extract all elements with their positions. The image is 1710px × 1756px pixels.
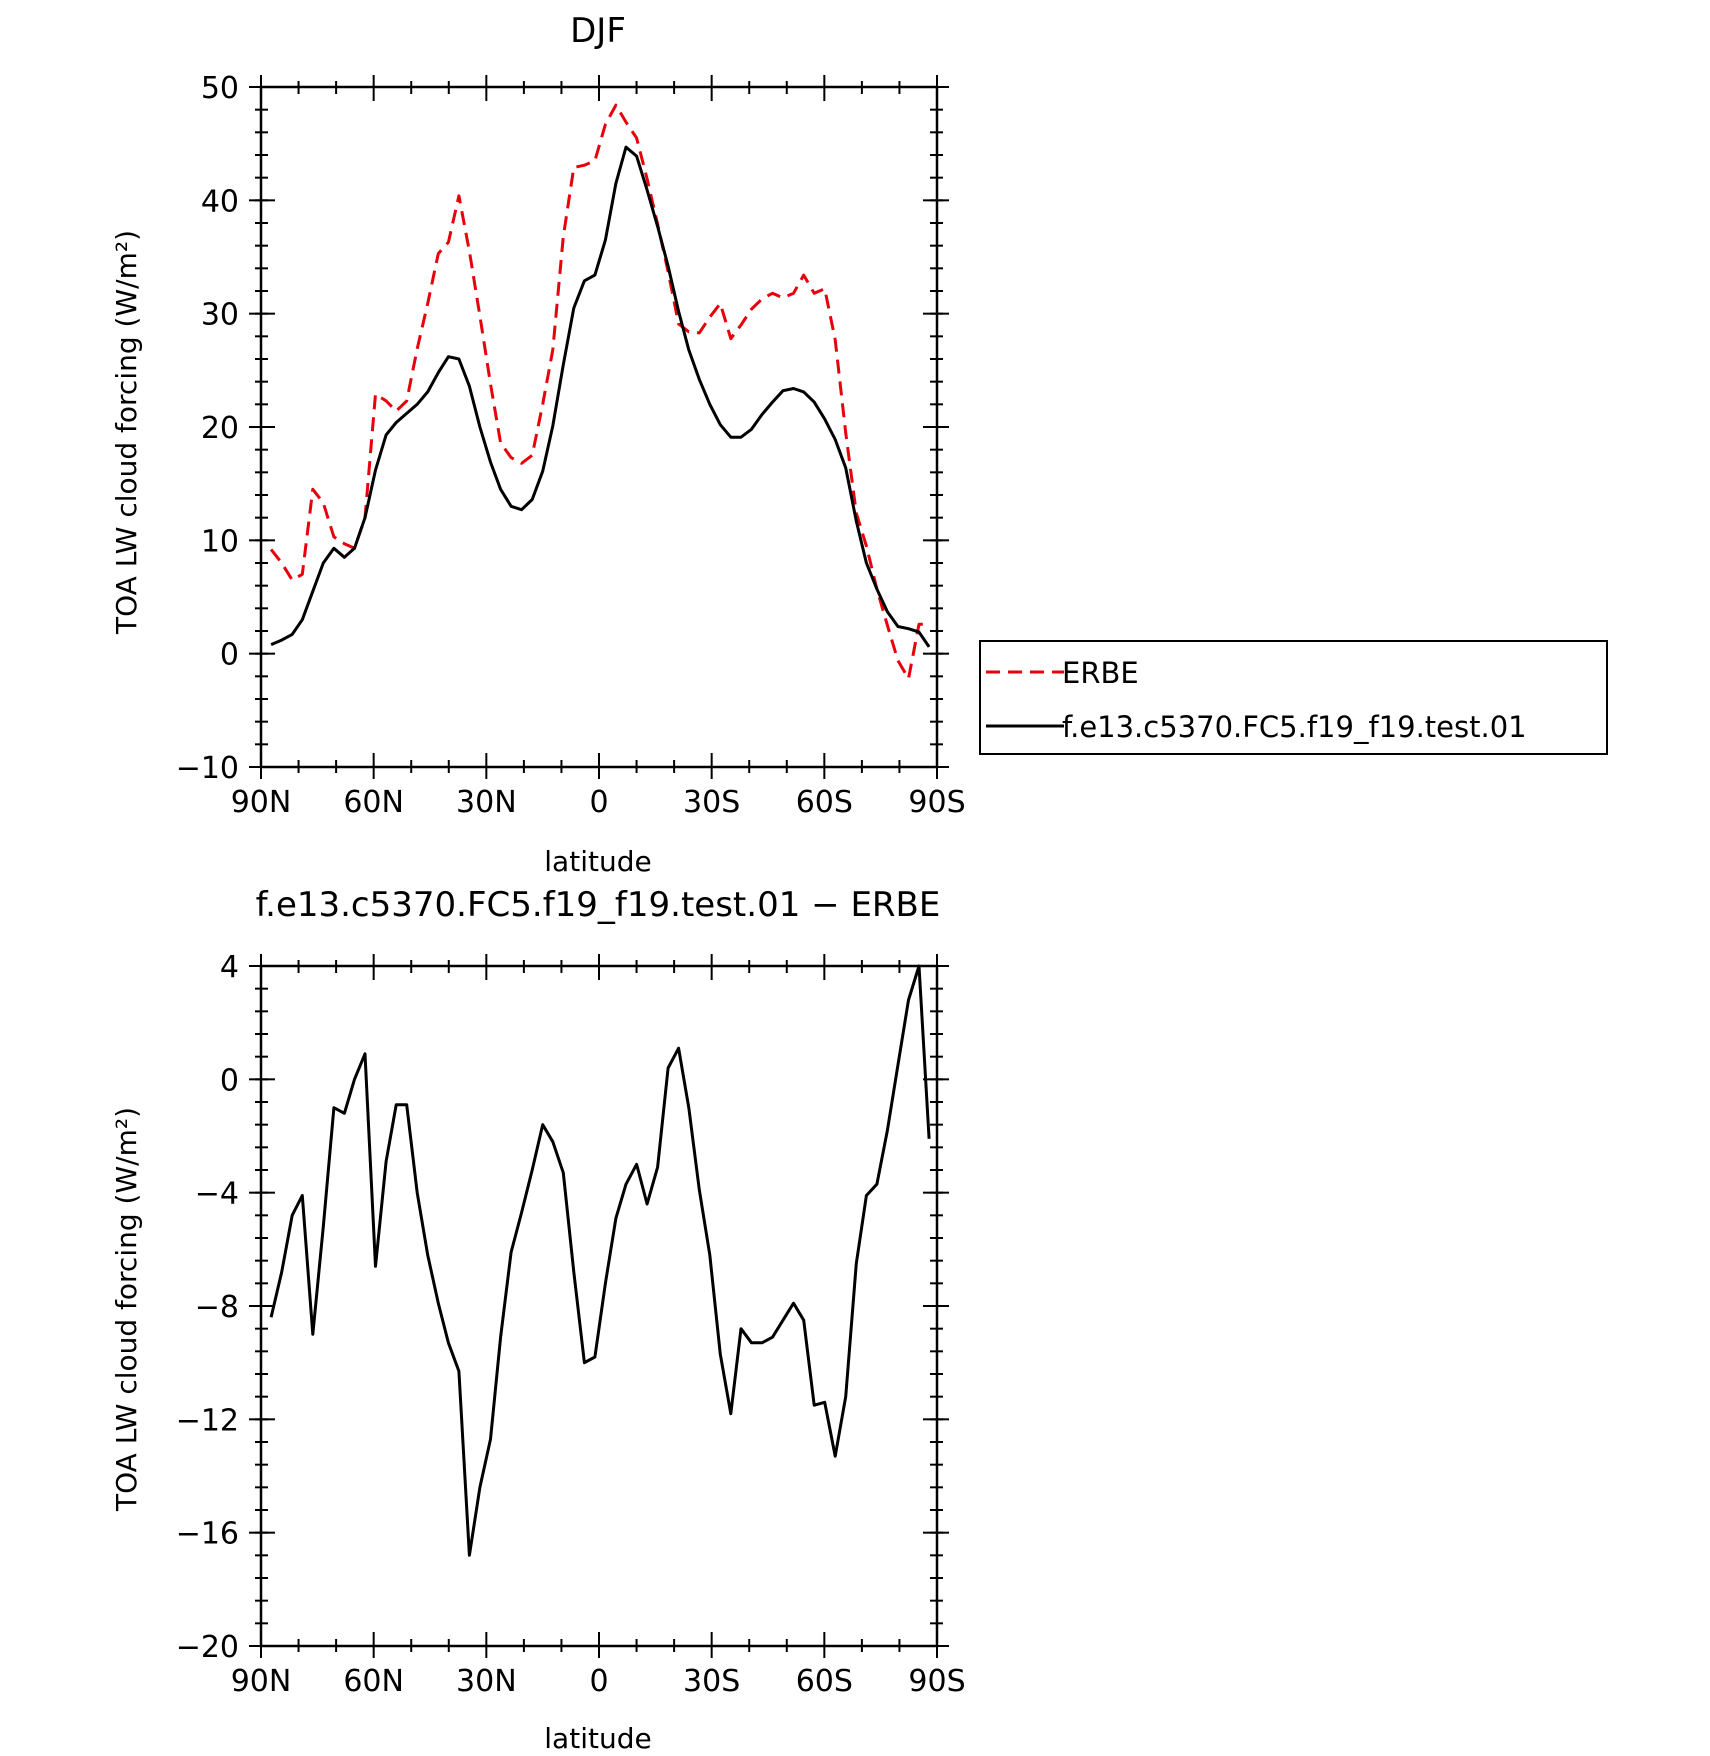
x-tick-label: 60S (796, 785, 853, 820)
legend-erbe-label: ERBE (1062, 656, 1139, 690)
y-tick-label: 0 (220, 638, 239, 673)
y-tick-label: 4 (220, 950, 239, 985)
legend-model-label: f.e13.c5370.FC5.f19_f19.test.01 (1062, 710, 1527, 744)
bottom-chart-title: f.e13.c5370.FC5.f19_f19.test.01 − ERBE (256, 885, 941, 925)
x-tick-label: 30S (683, 1664, 740, 1699)
y-tick-label: 30 (201, 298, 239, 333)
top-plot-frame (259, 85, 939, 769)
x-tick-label: 60S (796, 1664, 853, 1699)
x-tick-label: 30N (456, 1664, 517, 1699)
x-tick-label: 90N (231, 1664, 292, 1699)
y-tick-label: −12 (176, 1403, 239, 1438)
y-tick-label: −4 (195, 1177, 239, 1212)
legend: ERBE f.e13.c5370.FC5.f19_f19.test.01 (979, 640, 1608, 755)
model-series-line (270, 145, 931, 648)
y-tick-label: −16 (176, 1517, 239, 1552)
y-tick-label: −8 (195, 1290, 239, 1325)
x-tick-label: 60N (343, 785, 404, 820)
bottom-plot-frame (259, 964, 939, 1648)
y-tick-label: 20 (201, 411, 239, 446)
bottom-x-axis-label: latitude (544, 1722, 651, 1755)
model-series-line (269, 964, 931, 1557)
x-tick-label: 0 (589, 785, 608, 820)
top-x-axis-label: latitude (544, 845, 651, 878)
x-tick-label: 90S (908, 785, 965, 820)
top-plot-lines (269, 103, 931, 681)
x-tick-label: 0 (589, 1664, 608, 1699)
bottom-axes: 90N 60N 30N 0 30S 60S 90S −20 −16 −12 −8 −4 0 4 (176, 950, 966, 1699)
y-tick-label: −10 (176, 751, 239, 786)
top-panel: DJF TOA LW cloud forcing (W/m²) latitude… (110, 11, 966, 878)
x-tick-label: 30S (683, 785, 740, 820)
legend-box (979, 640, 1608, 755)
y-tick-label: 50 (201, 71, 239, 106)
y-tick-label: −20 (176, 1630, 239, 1665)
x-tick-label: 30N (456, 785, 517, 820)
y-tick-label: 0 (220, 1063, 239, 1098)
bottom-panel: f.e13.c5370.FC5.f19_f19.test.01 − ERBE T… (110, 885, 966, 1755)
top-chart-title: DJF (570, 11, 626, 51)
x-tick-label: 90S (908, 1664, 965, 1699)
bottom-plot-lines (269, 964, 931, 1557)
top-y-axis-label: TOA LW cloud forcing (W/m²) (110, 230, 143, 635)
erbe-series-line (269, 103, 930, 681)
bottom-y-axis-label: TOA LW cloud forcing (W/m²) (110, 1107, 143, 1512)
y-tick-label: 10 (201, 524, 239, 559)
x-tick-label: 90N (231, 785, 292, 820)
x-tick-label: 60N (343, 1664, 404, 1699)
y-tick-label: 40 (201, 184, 239, 219)
